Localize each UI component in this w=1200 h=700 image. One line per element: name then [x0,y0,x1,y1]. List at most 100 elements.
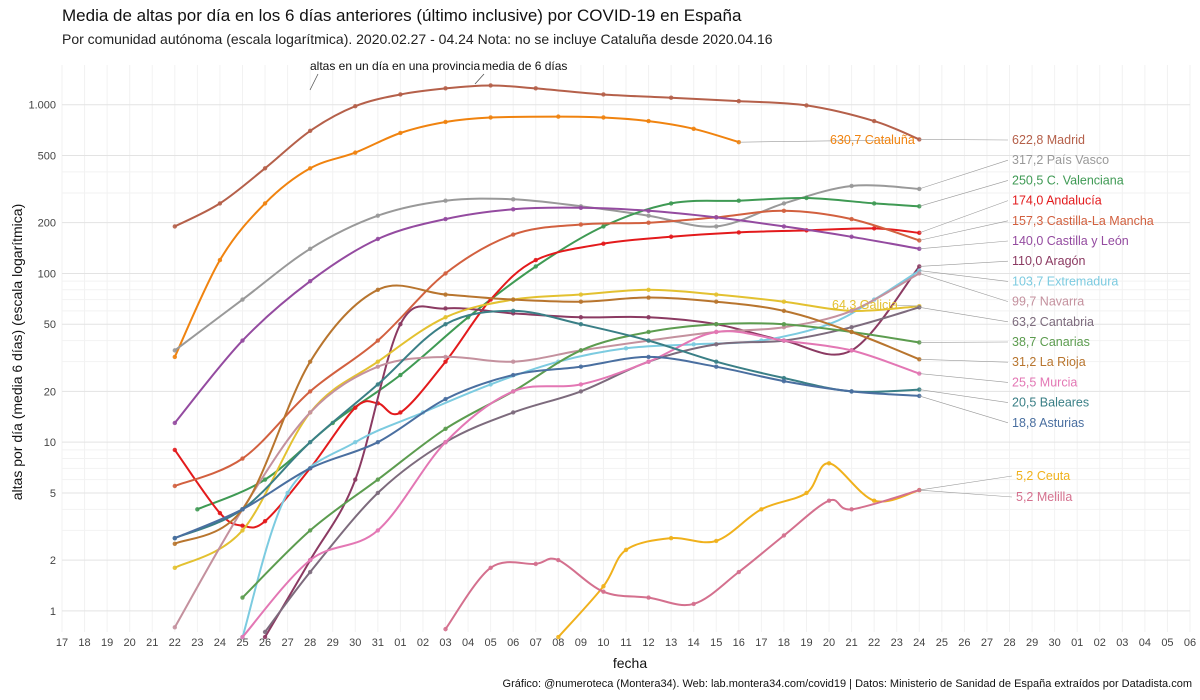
x-tick-label: 19 [800,637,812,649]
data-point [398,130,403,136]
data-point [781,322,787,327]
data-point [443,439,448,445]
data-point [307,278,313,284]
data-point [871,201,877,206]
data-point [443,216,448,222]
label-leader [919,358,1009,363]
y-tick-label: 200 [38,218,56,230]
x-tick-label: 01 [1071,637,1083,649]
data-point [668,95,674,100]
y-tick-label: 100 [38,268,56,280]
data-point [623,346,629,351]
data-point [172,541,177,546]
x-tick-label: 06 [1184,637,1196,649]
x-tick-label: 23 [891,637,903,649]
x-tick-label: 05 [1161,637,1173,649]
data-point [511,372,516,378]
y-tick-label: 5 [50,488,56,500]
x-tick-label: 31 [372,637,384,649]
x-tick-label: 25 [236,637,248,649]
data-point [511,297,516,302]
data-point [714,292,719,297]
x-axis-ticks: 17 18 19 20 21 22 23 24 25 26 27 28 29 30 31 01 02 03 04 05… [56,637,1196,649]
label-leader [919,489,1013,498]
data-point [443,315,448,320]
data-point [375,338,381,343]
data-point [714,538,719,544]
data-point [601,224,606,229]
data-point [240,528,245,533]
data-point [307,166,313,171]
series-line-12 [241,322,920,599]
data-point [804,195,809,201]
x-tick-label: 22 [868,637,880,649]
data-point [646,220,651,225]
data-point [849,216,854,222]
x-tick-label: 07 [530,637,542,649]
data-point [804,490,809,496]
series-line-1 [173,115,740,358]
x-tick-label: 19 [101,637,113,649]
series-line-16 [174,355,920,540]
data-point [578,322,584,327]
data-point [601,115,606,120]
label-leader [919,475,1013,491]
data-point [307,557,313,563]
series-label: 110,0 Aragón [1012,254,1085,268]
data-point [714,224,719,229]
x-tick-label: 02 [417,637,429,649]
data-point [172,625,177,630]
data-point [172,535,177,541]
data-point [375,439,381,445]
series-labels: 622,8 Madrid 630,7 Cataluña 317,2 País Vas… [738,133,1154,504]
data-point [871,226,877,231]
data-point [646,295,651,300]
data-point [601,241,606,246]
x-tick-label: 11 [620,637,631,649]
series-label: 63,2 Cantabria [1012,315,1094,329]
label-leader [919,220,1009,241]
data-point [375,477,381,482]
data-point [578,205,584,210]
data-point [668,201,674,206]
data-point [781,375,787,381]
data-point [714,359,719,364]
data-point [646,329,651,335]
data-point [646,595,651,600]
data-point [443,119,448,125]
data-point [307,466,313,471]
data-point [511,308,516,314]
data-point [714,215,719,220]
label-leader [919,260,1009,267]
label-leader [919,307,1009,323]
annotation-daily: altas en un día en una provincia [310,59,480,73]
series-lines [172,83,922,640]
y-axis-ticks: 1 2 5 10 20 50 100 200 500 1.000 [28,100,56,618]
data-point [511,410,516,415]
series-label: 250,5 C. Valenciana [1012,173,1124,187]
data-point [578,315,584,320]
data-point [511,197,516,202]
x-tick-label: 25 [936,637,948,649]
y-tick-label: 2 [50,555,56,567]
x-tick-label: 26 [259,637,271,649]
x-tick-label: 16 [733,637,745,649]
data-point [307,410,313,415]
data-point [533,264,538,269]
y-tick-label: 500 [38,151,56,163]
data-point [443,359,448,364]
data-point [307,359,313,364]
data-point [443,426,448,432]
x-tick-label: 04 [1139,637,1151,649]
label-leader [919,273,1009,302]
chart-title: Media de altas por día en los 6 días ant… [62,6,742,25]
y-tick-label: 50 [44,319,56,331]
data-point [488,83,493,88]
x-tick-label: 21 [146,637,158,649]
x-tick-label: 29 [1026,637,1038,649]
data-point [375,236,381,242]
data-point [443,292,448,297]
x-tick-label: 03 [439,637,451,649]
x-tick-label: 04 [462,637,474,649]
